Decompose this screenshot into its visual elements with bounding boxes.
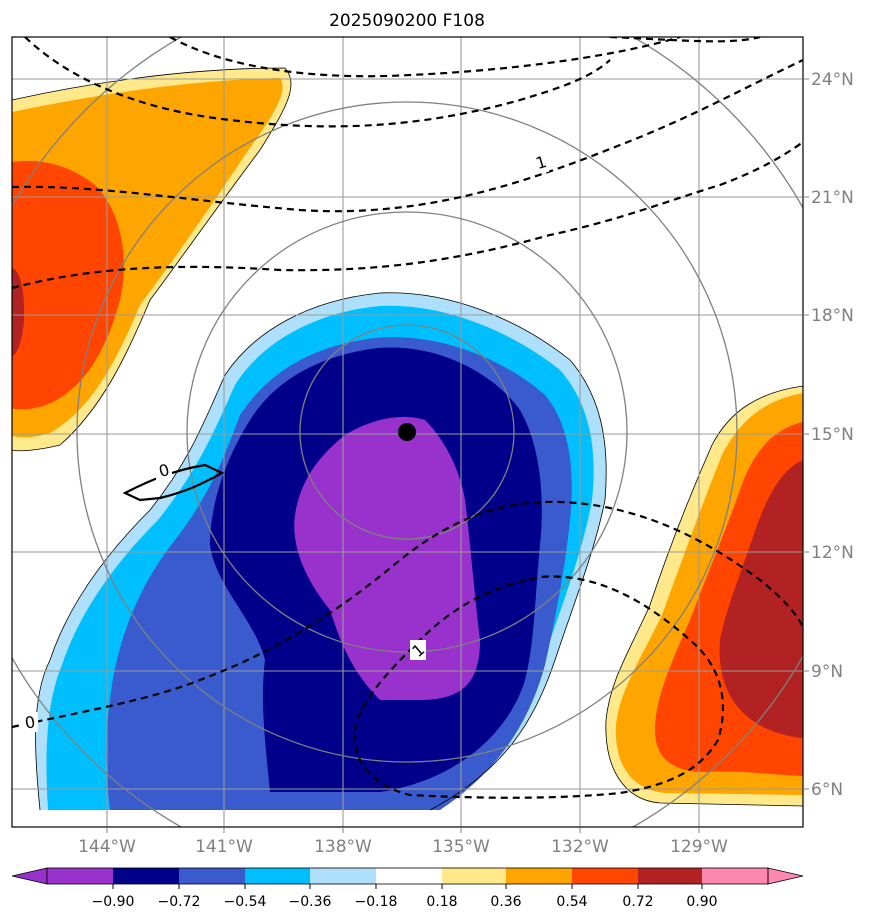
colorbar-segment xyxy=(442,868,506,884)
latitude-tick-label: 9°N xyxy=(811,662,843,682)
colorbar-tick-label: 0.36 xyxy=(490,894,521,910)
longitude-tick-label: 141°W xyxy=(195,837,253,857)
colorbar-extend-high xyxy=(767,867,804,885)
latitude-tick-label: 6°N xyxy=(811,780,843,800)
colorbar-ticks: −0.90 −0.72 −0.54 −0.36 −0.18 0.18 0.36 … xyxy=(92,884,718,910)
map-frame xyxy=(11,36,804,828)
colorbar-segment xyxy=(702,868,768,884)
latitude-tick-label: 12°N xyxy=(811,543,854,563)
colorbar-segment xyxy=(245,868,310,884)
colorbar-segment xyxy=(113,868,179,884)
colorbar-segment xyxy=(47,868,113,884)
colorbar-tick-label: −0.54 xyxy=(224,894,267,910)
contour-label: 0 xyxy=(23,712,36,732)
colorbar-tick-label: 0.90 xyxy=(686,894,717,910)
colorbar-tick-label: −0.18 xyxy=(355,894,398,910)
colorbar-tick-label: −0.72 xyxy=(158,894,201,910)
latitude-tick-label: 15°N xyxy=(811,425,854,445)
negative-anomaly-center xyxy=(35,292,607,811)
colorbar xyxy=(11,867,804,885)
colorbar-frame xyxy=(46,867,769,885)
dashed-contours xyxy=(12,37,803,799)
latitude-ticks: 24°N 21°N 18°N 15°N 12°N 9°N 6°N xyxy=(803,70,854,800)
longitude-tick-label: 138°W xyxy=(314,837,372,857)
latitude-tick-label: 18°N xyxy=(811,306,854,326)
longitude-tick-label: 129°W xyxy=(670,837,728,857)
colorbar-extend-low xyxy=(11,867,48,885)
colorbar-tick-label: 0.72 xyxy=(622,894,653,910)
colorbar-segment xyxy=(638,868,702,884)
longitude-tick-label: 135°W xyxy=(432,837,490,857)
map-area: 1 0 0 1 xyxy=(12,37,803,827)
colorbar-segment xyxy=(310,868,376,884)
center-marker xyxy=(398,423,416,441)
zero-contour xyxy=(122,463,225,502)
contour-label: 0 xyxy=(157,460,172,481)
longitude-tick-label: 132°W xyxy=(551,837,609,857)
longitude-tick-label: 144°W xyxy=(78,837,136,857)
colorbar-segment xyxy=(179,868,245,884)
latitude-tick-label: 24°N xyxy=(811,70,854,90)
latitude-tick-label: 21°N xyxy=(811,188,854,208)
colorbar-tick-label: −0.90 xyxy=(92,894,135,910)
colorbar-tick-label: −0.36 xyxy=(289,894,332,910)
colorbar-segment xyxy=(572,868,638,884)
colorbar-segment xyxy=(506,868,572,884)
contour-labels: 1 0 0 1 xyxy=(22,152,549,733)
positive-anomaly-northwest xyxy=(12,67,292,452)
colorbar-segment xyxy=(376,868,442,884)
colorbar-tick-label: 0.18 xyxy=(426,894,457,910)
gridlines xyxy=(12,37,803,827)
positive-anomaly-east xyxy=(605,385,803,807)
longitude-ticks: 144°W 141°W 138°W 135°W 132°W 129°W xyxy=(78,827,728,857)
range-rings xyxy=(12,37,803,827)
colorbar-tick-label: 0.54 xyxy=(556,894,587,910)
map-title: 2025090200 F108 xyxy=(329,11,485,31)
